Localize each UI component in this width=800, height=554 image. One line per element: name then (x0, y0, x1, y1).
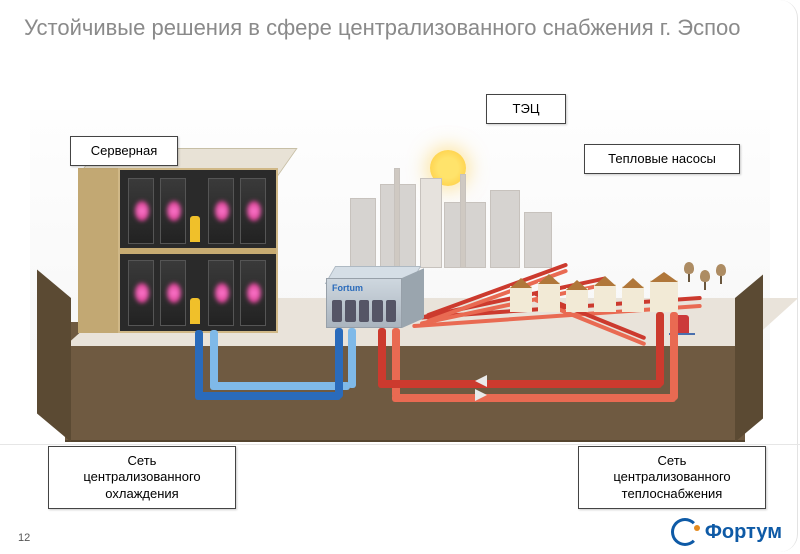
label-heat-pumps: Тепловые насосы (584, 144, 740, 174)
label-heating-net: Сеть централизованного теплоснабжения (578, 446, 766, 509)
flow-arrow-right-icon (475, 389, 487, 401)
substation: Fortum (326, 266, 424, 330)
diagram: Fortum Серверная ТЭЦ Тепловые насосы (30, 90, 770, 500)
brand-swirl-icon (671, 518, 699, 546)
slide-title: Устойчивые решения в сфере централизован… (24, 14, 776, 42)
label-server-room: Серверная (70, 136, 178, 166)
substation-logo: Fortum (332, 283, 363, 293)
flow-arrow-left-icon (475, 375, 487, 387)
page-number: 12 (18, 532, 30, 544)
brand-name: Фортум (705, 521, 782, 544)
slide: Устойчивые решения в сфере централизован… (0, 0, 800, 554)
brand-logo: Фортум (671, 518, 782, 546)
label-cooling-net: Сеть централизованного охлаждения (48, 446, 236, 509)
server-building (78, 158, 278, 333)
district-houses (510, 242, 740, 312)
label-chp: ТЭЦ (486, 94, 566, 124)
